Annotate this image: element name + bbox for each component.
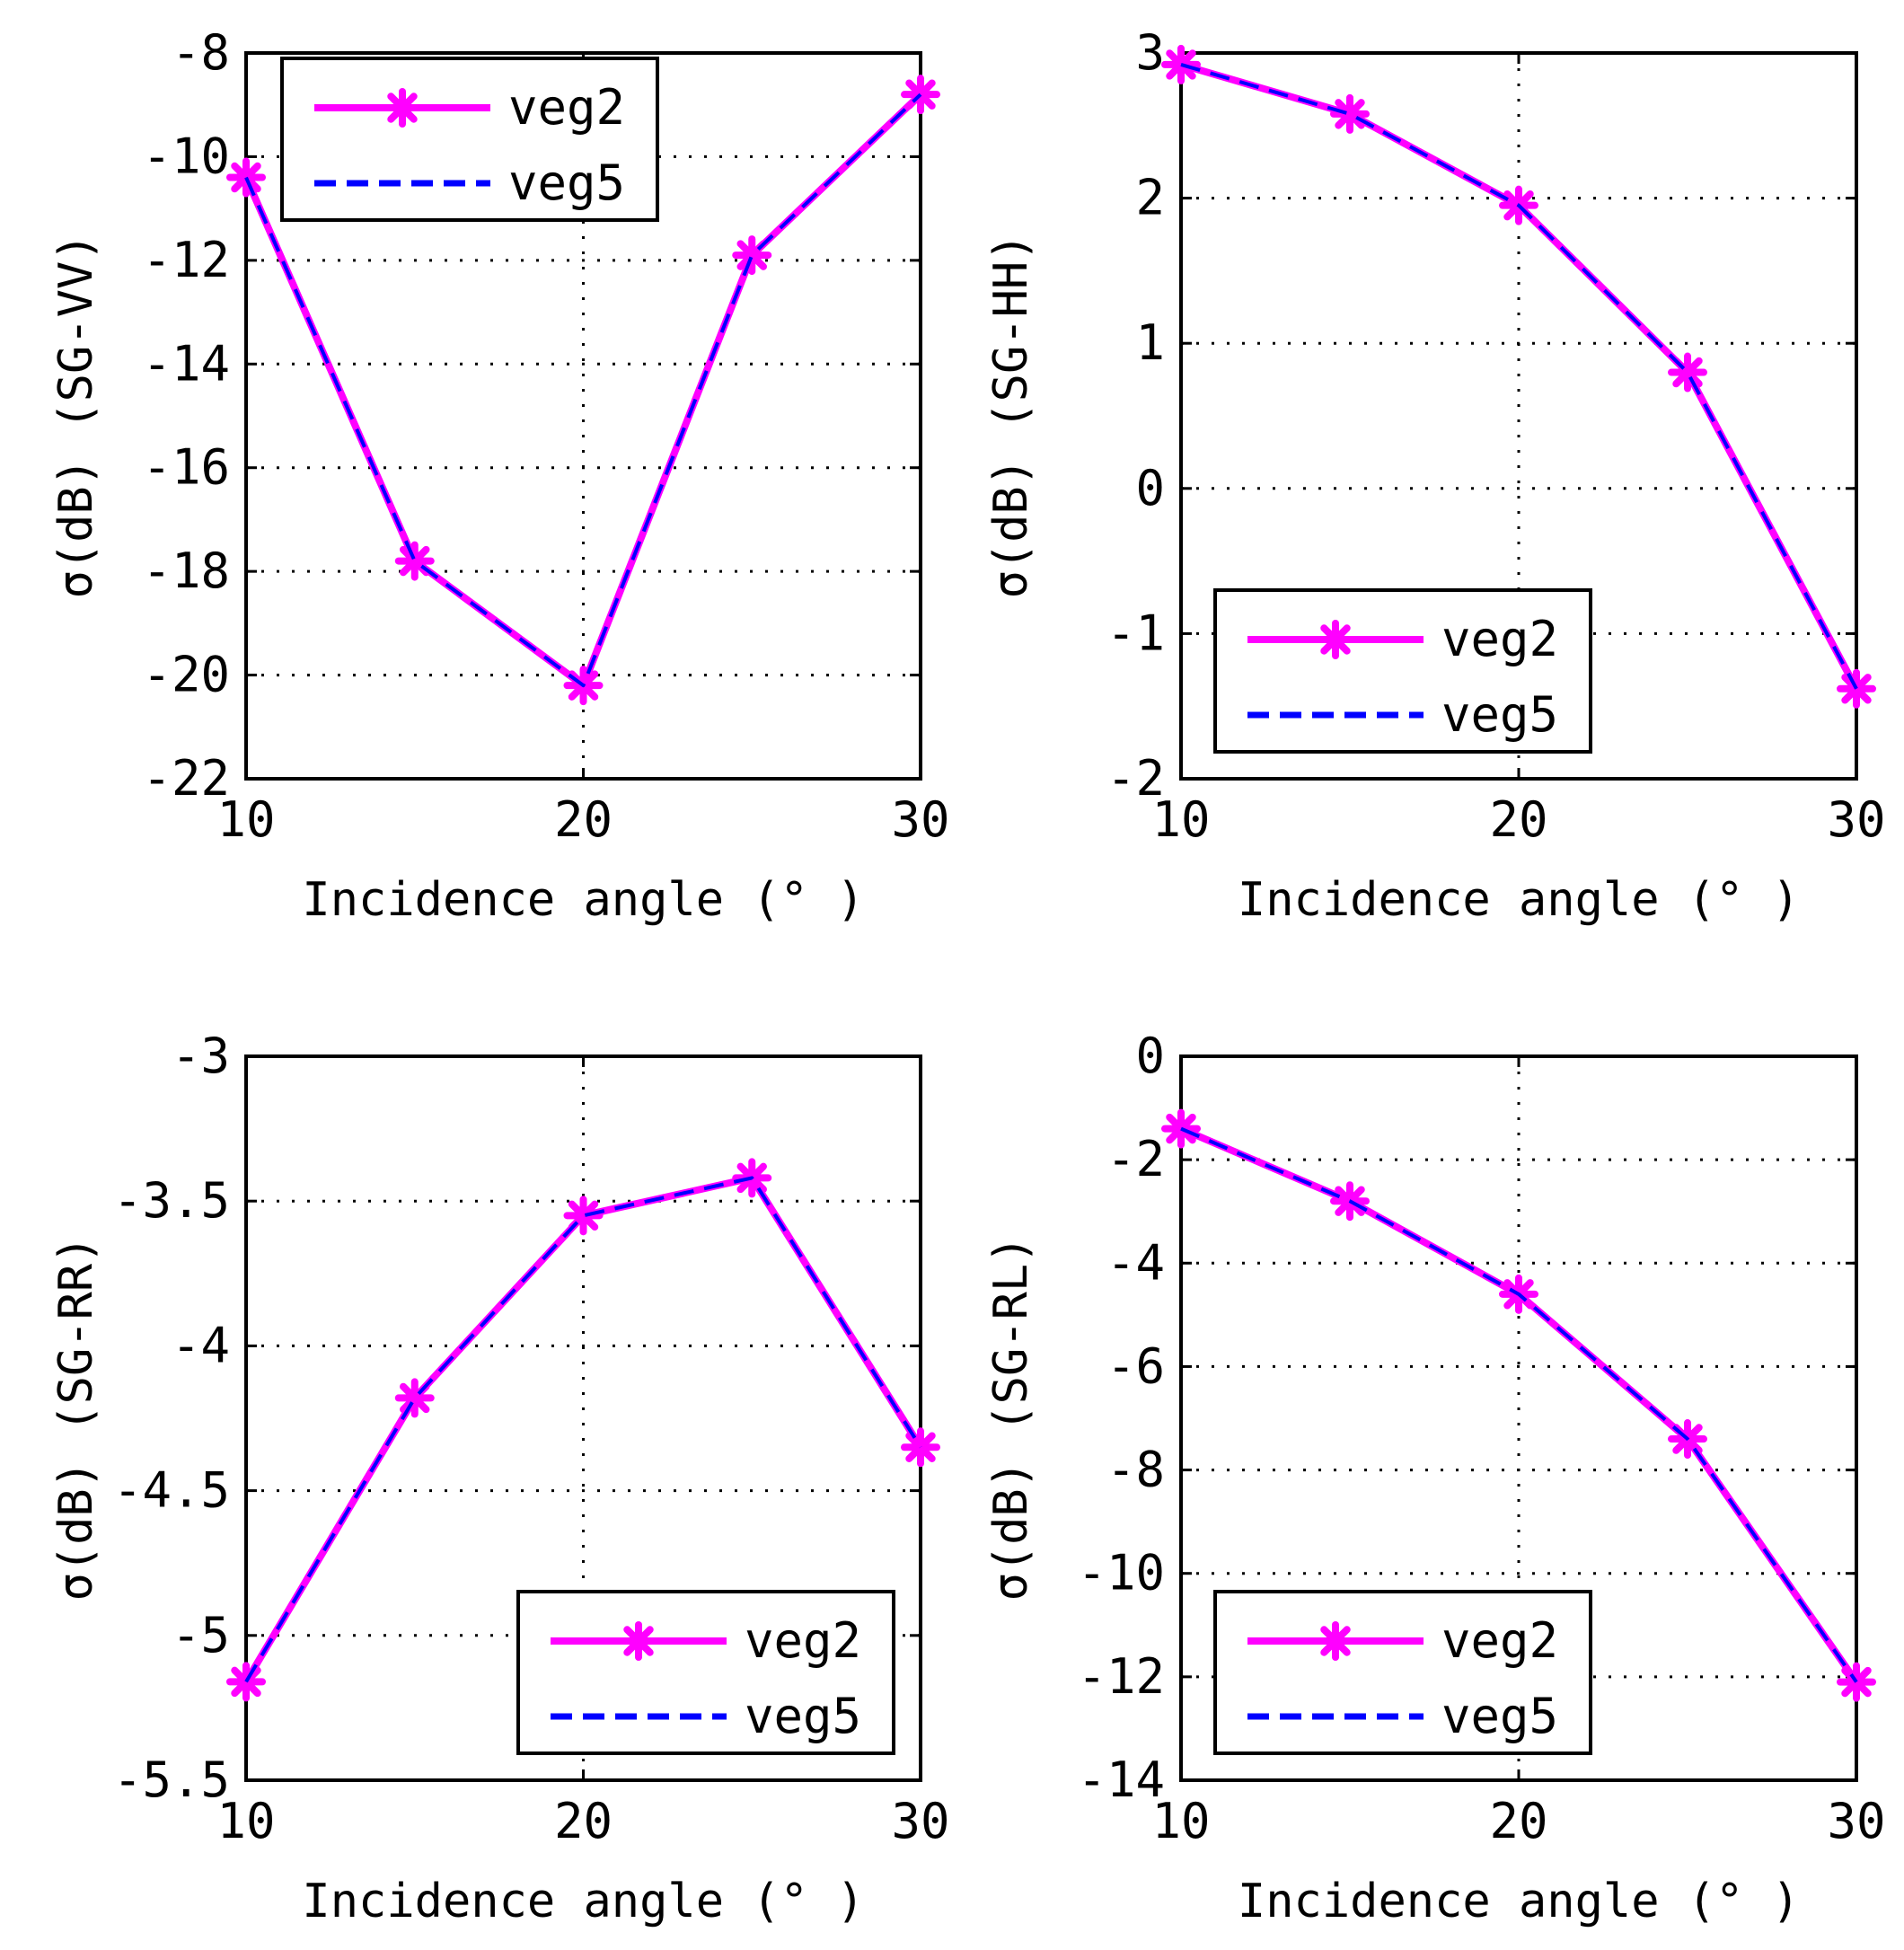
series-line-veg5 — [244, 1176, 922, 1683]
x-axis-label: Incidence angle (° ) — [1238, 873, 1800, 927]
y-tick-label: -20 — [142, 647, 230, 703]
y-tick-label: -6 — [1106, 1337, 1165, 1394]
legend-marker-veg2 — [1316, 620, 1355, 659]
legend-label-veg2: veg2 — [1441, 1612, 1558, 1669]
series-line-veg5 — [1180, 63, 1858, 690]
y-tick-label: -2 — [1106, 1131, 1165, 1187]
x-tick-label: 20 — [1489, 1793, 1547, 1849]
y-tick-label: -18 — [142, 543, 230, 599]
x-tick-label: 30 — [1827, 791, 1885, 848]
legend-marker-veg2 — [383, 88, 422, 128]
y-tick-label: -10 — [1077, 1545, 1165, 1601]
x-tick-label: 10 — [216, 1793, 275, 1849]
x-tick-label: 30 — [891, 1793, 949, 1849]
legend-marker-veg2 — [1316, 1621, 1355, 1661]
legend-label-veg5: veg5 — [745, 1688, 861, 1744]
legend-box — [516, 1590, 895, 1755]
legend-label-veg5: veg5 — [1441, 686, 1558, 743]
x-tick-label: 10 — [1151, 1793, 1210, 1849]
y-tick-label: -1 — [1106, 604, 1165, 661]
series-line-veg5 — [1180, 1126, 1858, 1683]
data-point-veg2 — [394, 541, 435, 581]
x-tick-label: 30 — [891, 791, 949, 848]
x-tick-label: 30 — [1827, 1793, 1885, 1849]
x-tick-label: 10 — [216, 791, 275, 848]
y-tick-label: -4.5 — [113, 1462, 230, 1519]
y-tick-label: -8 — [172, 24, 230, 81]
legend-label-veg2: veg2 — [1441, 611, 1558, 667]
chart-panel-top-left: 10 20 30 -8 -10 -12 -14 -16 -18 -20 -22 Incidence a… — [49, 24, 950, 927]
x-tick-label: 20 — [554, 1793, 613, 1849]
legend-box — [1213, 1590, 1592, 1755]
y-tick-label: 0 — [1135, 1028, 1165, 1084]
y-tick-label: 3 — [1135, 24, 1165, 81]
chart-panel-bottom-left: 10 20 30 -3 -3.5 -4 -4.5 -5 -5.5 Incidence angle … — [49, 1028, 950, 1928]
y-tick-label: -8 — [1106, 1442, 1165, 1498]
y-tick-label: -2 — [1106, 750, 1165, 807]
x-axis-label: Incidence angle (° ) — [302, 1875, 864, 1928]
y-tick-label: -5 — [172, 1607, 230, 1663]
legend: veg2 veg5 — [1213, 588, 1592, 754]
y-tick-label: -5.5 — [113, 1751, 230, 1808]
series-line-veg5 — [244, 93, 922, 688]
x-axis-label: Incidence angle (° ) — [302, 873, 864, 927]
y-tick-label: -4 — [1106, 1234, 1165, 1291]
x-tick-label: 20 — [554, 791, 613, 848]
y-tick-label: -22 — [142, 750, 230, 807]
y-axis-label: σ(dB) (SG-RR) — [49, 1236, 103, 1601]
legend-marker-veg2 — [619, 1621, 658, 1661]
y-tick-label: -3 — [172, 1028, 230, 1084]
chart-panel-bottom-right: 10 20 30 0 -2 -4 -6 -8 -10 -12 -14 Incidence angle … — [984, 1028, 1886, 1928]
legend-label-veg5: veg5 — [508, 154, 625, 211]
data-point-veg2 — [563, 1196, 604, 1236]
y-tick-label: -14 — [1077, 1751, 1165, 1808]
legend-label-veg2: veg2 — [508, 79, 625, 136]
y-tick-label: -3.5 — [113, 1172, 230, 1229]
y-tick-label: 0 — [1135, 460, 1165, 516]
legend: veg2 veg5 — [280, 57, 659, 222]
legend: veg2 veg5 — [516, 1590, 895, 1755]
y-axis-label: σ(dB) (SG-HH) — [984, 234, 1038, 599]
y-tick-label: -14 — [142, 335, 230, 392]
y-axis-label: σ(dB) (SG-VV) — [49, 234, 103, 599]
y-tick-label: -10 — [142, 128, 230, 184]
legend-box — [1213, 588, 1592, 754]
data-point-veg2 — [1330, 93, 1370, 134]
y-tick-label: -12 — [142, 232, 230, 288]
legend-box — [280, 57, 659, 222]
y-tick-label: 1 — [1135, 314, 1165, 371]
legend-label-veg5: veg5 — [1441, 1688, 1558, 1744]
x-axis-label: Incidence angle (° ) — [1238, 1875, 1800, 1928]
x-tick-label: 10 — [1151, 791, 1210, 848]
y-tick-label: -4 — [172, 1317, 230, 1373]
data-point-veg2 — [901, 1427, 940, 1468]
y-tick-label: -12 — [1077, 1648, 1165, 1705]
y-tick-label: -16 — [142, 439, 230, 496]
y-axis-label: σ(dB) (SG-RL) — [984, 1236, 1038, 1601]
legend-label-veg2: veg2 — [745, 1612, 861, 1669]
y-tick-label: 2 — [1135, 170, 1165, 226]
x-tick-label: 20 — [1489, 791, 1547, 848]
legend: veg2 veg5 — [1213, 1590, 1592, 1755]
